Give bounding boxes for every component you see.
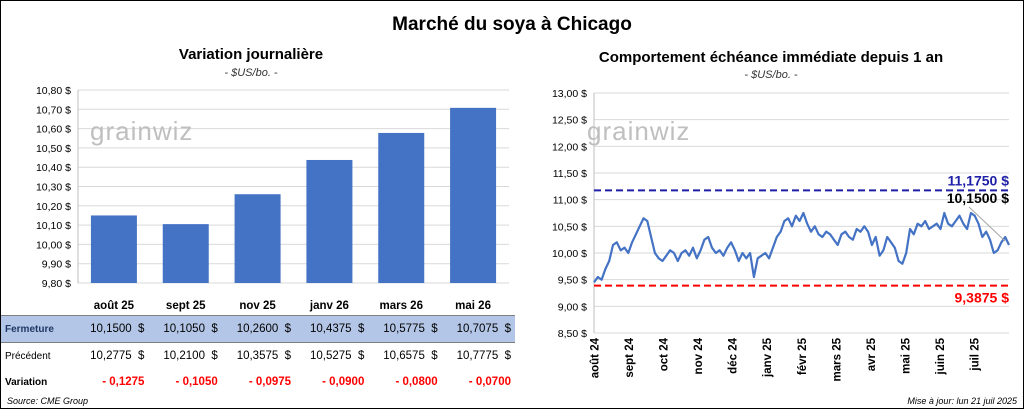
table-cell: 10,2100 $ [163,350,218,362]
right-y-tick: 9,00 $ [558,301,587,313]
category-label: août 25 [94,300,135,312]
row-label: Fermeture [1,315,76,343]
table-cell: - 0,0900 [322,376,365,388]
bar-3 [306,159,353,283]
x-tick-label: juil 25 [970,337,982,371]
table-row: Fermeture 10,1500 $10,1050 $10,2600 $10,4… [1,315,515,343]
bar-1 [162,224,209,283]
right-y-tick: 11,00 $ [553,195,587,207]
x-tick-label: févr 25 [797,337,809,375]
price-line [593,211,1010,283]
table-cell: 10,6575 $ [383,350,438,362]
left-y-tick: 10,20 $ [36,201,71,213]
low-label: 9,3875 $ [955,290,1010,306]
x-tick-label: janv 25 [762,337,774,378]
x-tick-label: mai 25 [901,337,913,373]
left-y-tick: 10,60 $ [36,124,71,136]
x-tick-label: oct 24 [658,337,670,371]
table-row: Précédent 10,2775 $ 10,2100 $ 10,3575 $ 10,5… [1,343,515,370]
last-price-label: 10,1500 $ [947,190,1009,206]
left-y-tick: 10,10 $ [36,220,71,232]
category-label: janv 26 [309,300,349,312]
table-cell: 10,7775 $ [456,350,511,362]
left-y-tick: 10,70 $ [36,104,71,116]
left-y-tick: 10,30 $ [36,182,71,194]
left-y-tick: 10,50 $ [36,143,71,155]
futures-table: Fermeture 10,1500 $10,1050 $10,2600 $10,4… [1,315,515,395]
row-label: Précédent [5,350,51,362]
table-cell: - 0,1050 [175,376,218,388]
table-cell: - 0,0700 [468,376,511,388]
category-label: nov 25 [239,300,276,312]
x-tick-label: août 24 [589,337,601,378]
right-y-tick: 8,50 $ [558,328,587,340]
high-label: 11,1750 $ [947,172,1009,188]
table-cell: - 0,1275 [102,376,145,388]
table-cell: 10,1500 $ [75,315,149,343]
x-tick-label: juin 25 [935,337,947,375]
table-cell: 10,2600 $ [221,315,296,343]
left-y-tick: 10,80 $ [36,85,71,97]
right-y-tick: 12,00 $ [552,141,587,153]
last-leader-line [968,206,1006,242]
source-note: Source: CME Group [7,396,89,406]
left-y-tick: 10,40 $ [36,162,71,174]
x-tick-label: nov 24 [693,337,705,374]
right-y-tick: 9,50 $ [558,275,587,287]
right-y-tick: 13,00 $ [552,88,587,100]
category-label: mars 26 [380,300,423,312]
left-y-tick: 10,00 $ [36,239,71,251]
row-label: Variation [5,376,48,388]
x-tick-label: déc 24 [728,337,740,373]
bar-0 [90,215,137,283]
table-cell: 10,5775 $ [368,315,442,343]
update-date: Mise à jour: lun 21 juil 2025 [907,396,1017,406]
left-y-tick: 9,80 $ [42,278,71,290]
table-cell: - 0,0800 [395,376,438,388]
bar-5 [450,107,497,283]
right-watermark: grainwiz [587,116,690,146]
table-cell: 10,5275 $ [309,350,365,362]
right-y-tick: 10,50 $ [552,221,587,233]
x-tick-label: avr 25 [866,337,878,371]
category-label: mai 26 [455,300,491,312]
table-row: Variation - 0,1275 - 0,1050 - 0,0975 - 0,090… [1,369,515,395]
left-chart-unit: - $US/bo. - [224,67,278,79]
right-chart-title: Comportement échéance immédiate depuis 1… [598,49,944,66]
table-cell: 10,3575 $ [236,350,292,362]
left-y-tick: 9,90 $ [42,259,71,271]
table-cell: 10,2775 $ [90,350,145,362]
table-cell: 10,4375 $ [295,315,369,343]
table-cell: 10,7075 $ [441,315,515,343]
right-chart-unit: - $US/bo. - [744,69,798,81]
left-chart-title: Variation journalière [178,46,324,63]
bar-2 [234,194,281,283]
right-y-tick: 11,50 $ [553,168,587,180]
right-y-tick: 10,00 $ [552,248,587,260]
category-label: sept 25 [166,300,206,312]
main-title: Marché du soya à Chicago [392,14,632,35]
table-cell: 10,1050 $ [148,315,222,343]
bar-4 [378,132,425,283]
x-tick-label: mars 25 [831,337,843,381]
right-y-tick: 12,50 $ [552,115,587,127]
left-watermark: grainwiz [90,116,193,146]
x-tick-label: sept 24 [624,337,636,377]
table-cell: - 0,0975 [248,376,292,388]
